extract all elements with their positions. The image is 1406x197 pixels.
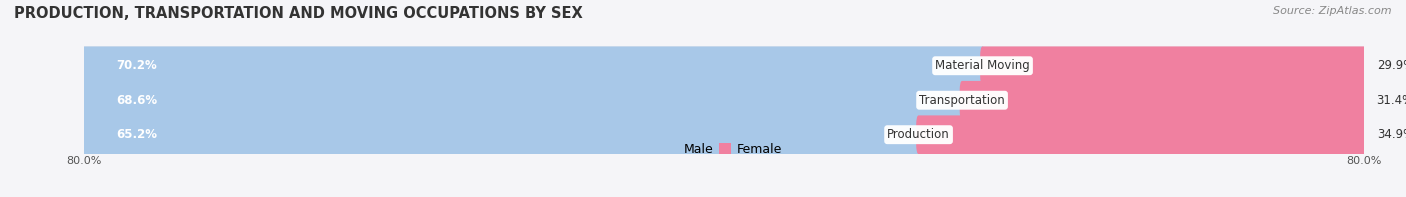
FancyBboxPatch shape xyxy=(82,115,921,154)
Text: 65.2%: 65.2% xyxy=(117,128,157,141)
Text: 31.4%: 31.4% xyxy=(1376,94,1406,107)
FancyBboxPatch shape xyxy=(960,81,1367,120)
FancyBboxPatch shape xyxy=(82,115,1367,154)
Text: 70.2%: 70.2% xyxy=(117,59,157,72)
Text: Source: ZipAtlas.com: Source: ZipAtlas.com xyxy=(1274,6,1392,16)
Text: 29.9%: 29.9% xyxy=(1376,59,1406,72)
Text: Production: Production xyxy=(887,128,950,141)
Legend: Male, Female: Male, Female xyxy=(662,138,786,161)
FancyBboxPatch shape xyxy=(82,81,965,120)
FancyBboxPatch shape xyxy=(980,46,1368,85)
Text: 68.6%: 68.6% xyxy=(117,94,157,107)
Text: Material Moving: Material Moving xyxy=(935,59,1031,72)
FancyBboxPatch shape xyxy=(82,46,1367,85)
Text: Transportation: Transportation xyxy=(920,94,1005,107)
Text: 34.9%: 34.9% xyxy=(1376,128,1406,141)
FancyBboxPatch shape xyxy=(82,46,986,85)
FancyBboxPatch shape xyxy=(82,81,1367,120)
Text: PRODUCTION, TRANSPORTATION AND MOVING OCCUPATIONS BY SEX: PRODUCTION, TRANSPORTATION AND MOVING OC… xyxy=(14,6,583,21)
FancyBboxPatch shape xyxy=(917,115,1368,154)
